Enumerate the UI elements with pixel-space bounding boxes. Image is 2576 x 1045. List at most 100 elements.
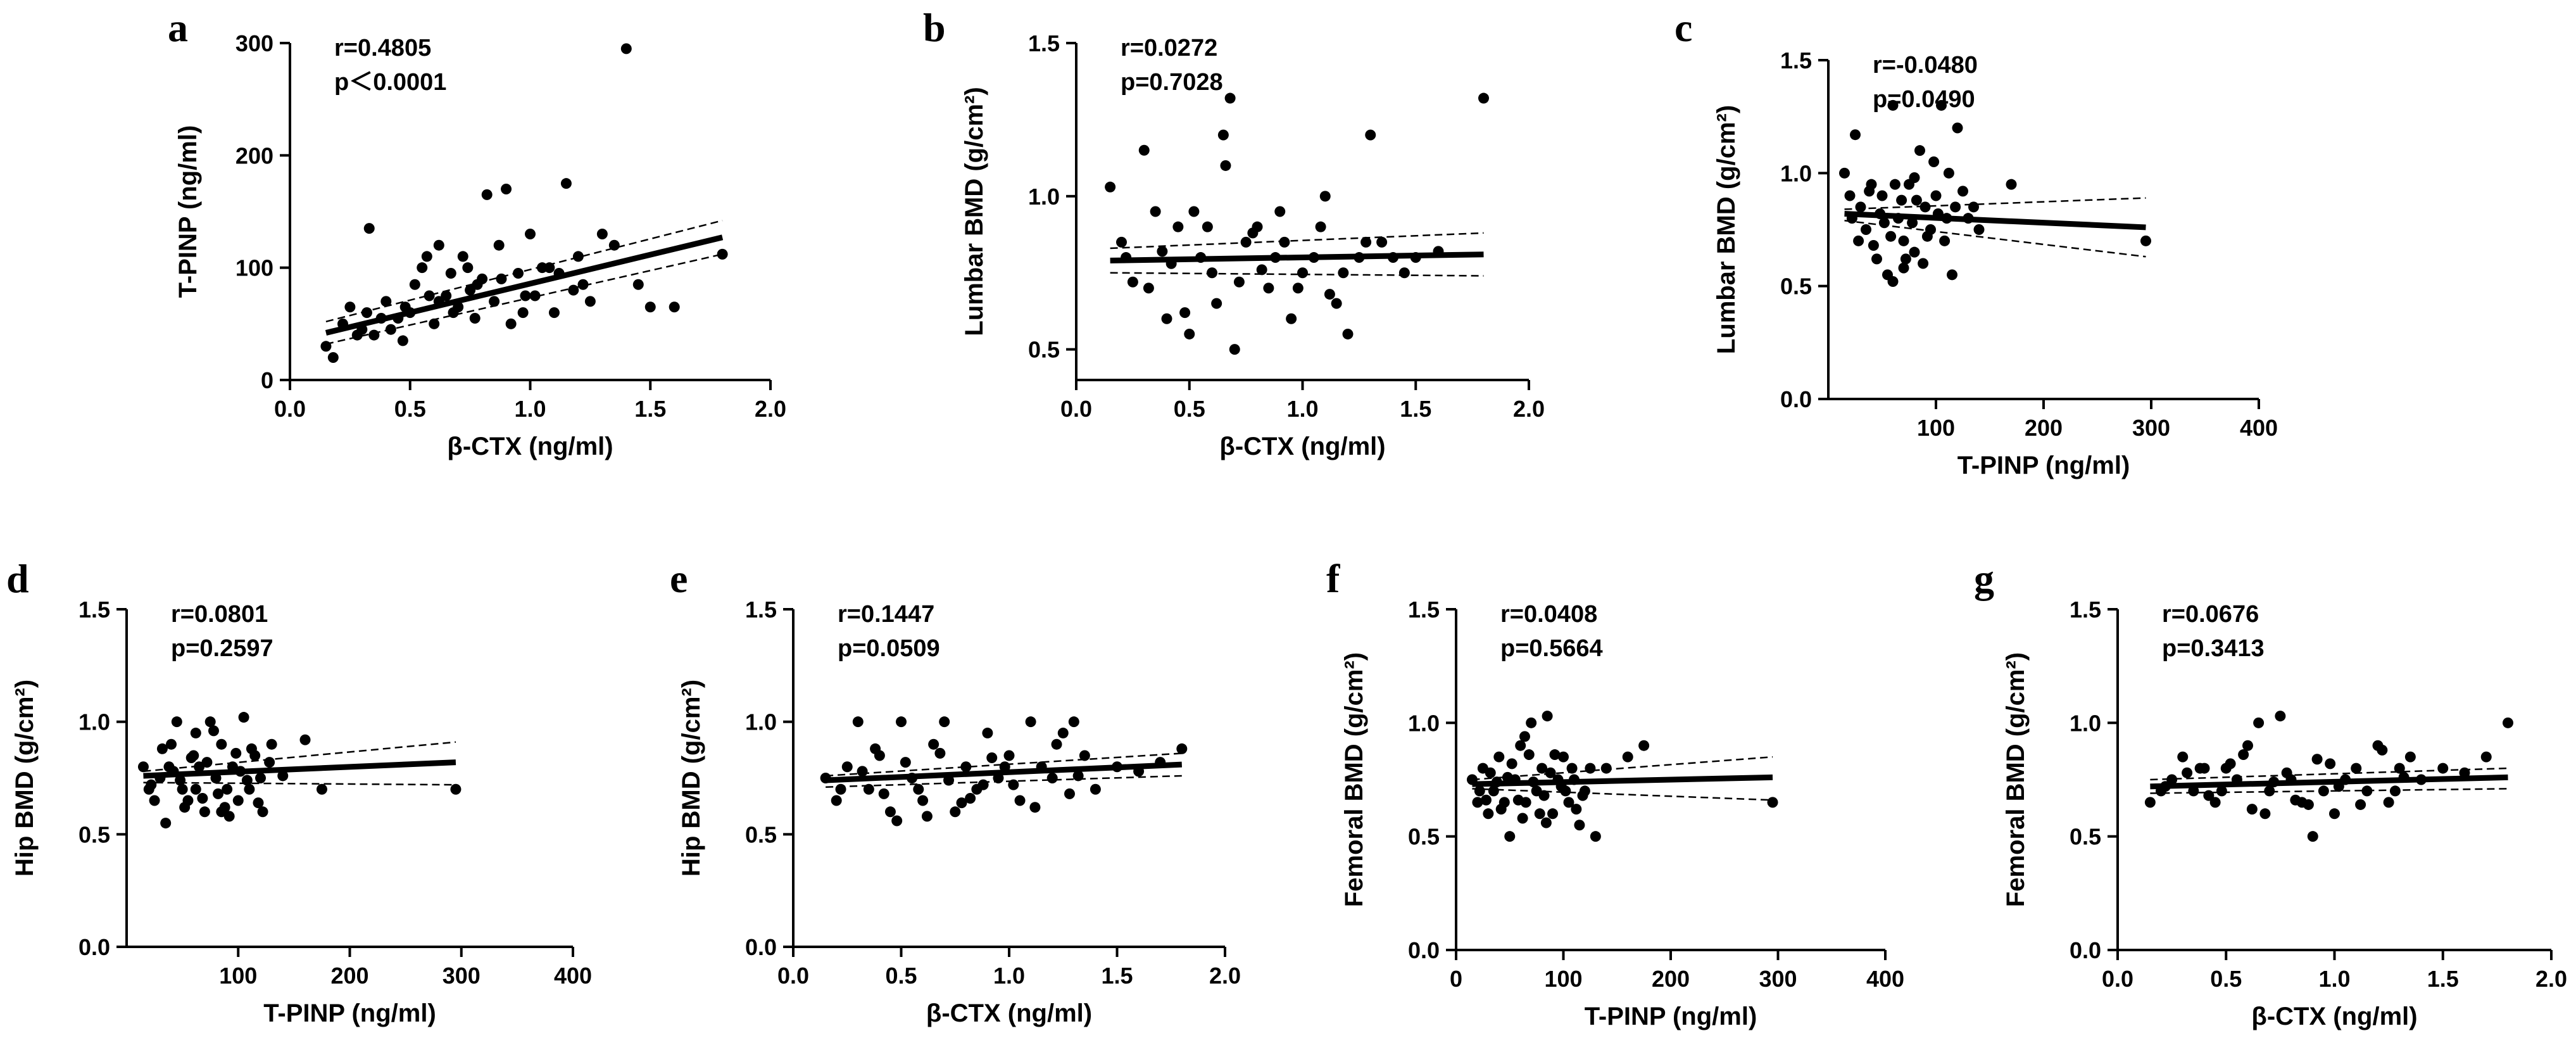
panel-e-y-tick-label-1-0: 1.0 bbox=[745, 709, 777, 735]
panel-e-x-axis-title: β-CTX (ng/ml) bbox=[926, 999, 1092, 1027]
panel-b-p-value: p=0.7028 bbox=[1121, 69, 1223, 96]
panel-e-r-value: r=0.1447 bbox=[838, 601, 934, 628]
panel-c-x-tick-label-300: 300 bbox=[2132, 415, 2170, 441]
panel-c-data-point bbox=[1853, 235, 1864, 246]
panel-b-x-tick-label-1-0: 1.0 bbox=[1286, 396, 1318, 422]
panel-b-data-point bbox=[1202, 221, 1213, 232]
panel-c-ci-upper-line bbox=[1844, 197, 2146, 210]
panel-c-data-point bbox=[1968, 201, 1979, 213]
panel-a-data-point bbox=[344, 301, 356, 313]
panel-a-data-point bbox=[493, 239, 505, 251]
panel-c-data-point bbox=[1928, 156, 1940, 167]
panel-a-data-point bbox=[717, 248, 728, 260]
panel-d-r-value: r=0.0801 bbox=[171, 601, 268, 628]
panel-f-p-value: p=0.5664 bbox=[1500, 635, 1603, 662]
panel-d-data-point bbox=[190, 727, 201, 738]
panel-a-data-point bbox=[505, 318, 517, 329]
panel-g-data-point bbox=[2144, 797, 2156, 808]
panel-g-x-tick-label-1-0: 1.0 bbox=[2318, 966, 2350, 992]
panel-g-data-point bbox=[2394, 763, 2405, 774]
panel-a-ci-lower-line bbox=[325, 253, 723, 345]
panel-d-data-point bbox=[190, 783, 201, 795]
panel-f-data-point bbox=[1574, 820, 1585, 831]
panel-d-data-point bbox=[232, 795, 244, 806]
panel-a-data-point bbox=[501, 184, 512, 195]
panel-d-data-point bbox=[257, 806, 268, 818]
panel-g-data-point bbox=[2329, 808, 2340, 820]
panel-d-data-point bbox=[238, 712, 249, 723]
panel-a-data-point bbox=[520, 290, 531, 301]
panel-b-data-point bbox=[1315, 221, 1326, 232]
panel-e-data-point bbox=[831, 795, 842, 806]
panel-b-data-point bbox=[1179, 307, 1191, 319]
panel-c-regression-line bbox=[1844, 211, 2146, 231]
panel-a-data-point bbox=[429, 318, 440, 329]
panel-a-data-point bbox=[397, 335, 408, 346]
panel-g-data-point bbox=[2242, 740, 2253, 751]
panel-e: e 0.0 0.5 1.0 1.5 2.0 0.0 0.5 1.0 1.5 β-CTX (ng/ml… bbox=[670, 556, 1241, 1027]
panel-g-data-point bbox=[2325, 758, 2336, 770]
panel-c-data-point bbox=[1868, 239, 1879, 251]
panel-f-data-point bbox=[1504, 831, 1516, 842]
panel-e-data-point bbox=[1064, 788, 1075, 799]
panel-b-data-point bbox=[1150, 206, 1161, 217]
panel-b-data-point bbox=[1161, 313, 1172, 324]
panel-a-data-point bbox=[469, 312, 481, 324]
panel-f-data-point bbox=[1534, 808, 1545, 820]
panel-c-data-point bbox=[1973, 224, 1985, 235]
panel-c-x-tick-label-200: 200 bbox=[2025, 415, 2063, 441]
panel-a-data-point bbox=[433, 239, 444, 251]
panel-d-y-tick-label-0-0: 0.0 bbox=[79, 934, 110, 960]
panel-g-x-tick-label-1-5: 1.5 bbox=[2427, 966, 2459, 992]
panel-a-data-point bbox=[525, 228, 536, 239]
panel-e-data-point bbox=[1008, 779, 1019, 790]
panel-b-data-point bbox=[1233, 276, 1245, 288]
panel-c-data-point bbox=[1957, 186, 1968, 197]
panel-d-data-point bbox=[204, 716, 216, 728]
panel-a-data-point bbox=[669, 301, 680, 313]
panel-a-data-point bbox=[481, 189, 493, 200]
panel-d-data-point bbox=[299, 734, 311, 745]
panel-f-data-point bbox=[1638, 740, 1650, 751]
panel-c-data-point bbox=[1914, 145, 1925, 156]
panel-c-p-value: p=0.0490 bbox=[1873, 86, 1975, 113]
panel-d-data-point bbox=[222, 783, 233, 795]
panel-f-data-point bbox=[1566, 763, 1578, 774]
panel-d-y-tick-label-1-5: 1.5 bbox=[79, 597, 110, 623]
panel-a-x-axis-title: β-CTX (ng/ml) bbox=[447, 433, 613, 460]
panel-a-regression-line bbox=[325, 234, 724, 336]
panel-b-data-point bbox=[1478, 92, 1489, 104]
panel-b-data-point bbox=[1331, 298, 1342, 309]
panel-b-x-tick-label-1-5: 1.5 bbox=[1400, 396, 1431, 422]
panel-d-data-point bbox=[194, 761, 205, 773]
panel-c-data-point bbox=[1909, 172, 1920, 183]
panel-b-r-value: r=0.0272 bbox=[1121, 35, 1217, 61]
panel-b-data-point bbox=[1217, 129, 1229, 141]
panel-e-data-point bbox=[870, 743, 881, 754]
panel-f-y-tick-label-1-5: 1.5 bbox=[1408, 597, 1440, 623]
panel-d-data-point bbox=[185, 752, 197, 764]
panel-e-data-point bbox=[986, 752, 998, 764]
panel-b-data-point bbox=[1127, 276, 1138, 288]
panel-b-y-tick-label-0-5: 0.5 bbox=[1028, 337, 1060, 363]
panel-d-data-point bbox=[163, 761, 175, 773]
panel-f-x-tick-label-0: 0 bbox=[1450, 966, 1462, 992]
panel-d: d 100 200 300 400 0.0 0.5 1.0 1.5 T-PINP (ng/ml) H… bbox=[6, 556, 592, 1027]
panel-c-data-point bbox=[1936, 99, 1947, 111]
panel-d-data-point bbox=[216, 806, 227, 818]
panel-a-data-point bbox=[529, 290, 541, 301]
panel-c: c 100 200 300 400 0.0 0.5 1.0 1.5 T-PINP (ng/ml) L… bbox=[1674, 5, 2278, 479]
panel-a-y-tick-label-100: 100 bbox=[236, 255, 273, 281]
panel-g-y-tick-label-1-0: 1.0 bbox=[2070, 710, 2101, 736]
panel-d-data-point bbox=[316, 783, 327, 795]
panel-c-data-point bbox=[1844, 190, 1856, 201]
panel-c-data-point bbox=[1887, 99, 1899, 111]
panel-f-data-point bbox=[1622, 751, 1633, 763]
panel-d-data-point bbox=[179, 802, 191, 813]
panel-a-y-axis-title: T-PINP (ng/ml) bbox=[174, 125, 202, 298]
panel-g-data-point bbox=[2503, 717, 2513, 728]
panel-g-x-tick-label-0-5: 0.5 bbox=[2210, 966, 2242, 992]
panel-f-ci-lower-line bbox=[1472, 788, 1773, 801]
panel-a-data-point bbox=[424, 290, 435, 301]
